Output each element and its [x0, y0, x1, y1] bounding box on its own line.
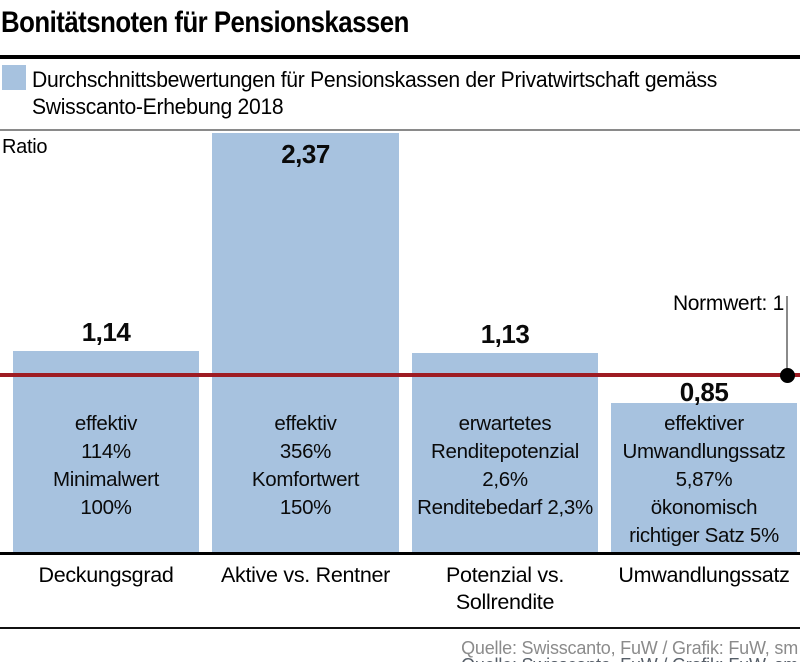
bar-potenzial-vs-sollrendite: [412, 353, 598, 552]
bar-annotation-line: 100%: [80, 496, 132, 519]
bar-aktive-vs-rentner: [212, 133, 399, 552]
bar-annotation-line: effektiv: [74, 412, 138, 435]
bar-annotation-umwandlungssatz: effektiver Umwandlungssatz 5,87% ökonomi…: [611, 410, 797, 550]
bar-annotation-line: ökonomisch: [650, 496, 758, 519]
x-label-line: Deckungsgrad: [38, 563, 174, 587]
source-credit: Quelle: Swisscanto, FuW / Grafik: FuW, s…: [461, 638, 798, 658]
value-label-potenzial-vs-sollrendite: 1,13: [480, 319, 530, 349]
legend-swatch: [2, 65, 26, 90]
x-label-deckungsgrad: Deckungsgrad: [13, 562, 199, 589]
bar-annotation-line: effektiv: [274, 412, 337, 435]
bar-annotation-line: Minimalwert: [52, 468, 160, 491]
bar-annotation-line: 5,87%: [675, 468, 733, 491]
bar-annotation-line: effektiver: [664, 412, 744, 435]
norm-annotation-label: Normwert: 1: [672, 292, 784, 315]
bar-annotation-line: 356%: [279, 440, 332, 463]
norm-reference-line: [0, 373, 800, 377]
x-label-potenzial-vs-sollrendite: Potenzial vs. Sollrendite: [412, 562, 598, 616]
x-label-line: Potenzial vs.: [446, 563, 564, 587]
x-axis-line: [0, 552, 800, 555]
bar-annotation-line: erwartetes: [458, 412, 552, 435]
bar-annotation-line: 150%: [279, 496, 332, 519]
x-label-umwandlungssatz: Umwandlungssatz: [611, 562, 797, 589]
bar-annotation-potenzial-vs-sollrendite: erwartetes Renditepotenzial 2,6% Rendite…: [412, 410, 598, 522]
bar-umwandlungssatz: [611, 403, 797, 552]
value-label-umwandlungssatz: 0,85: [679, 377, 729, 407]
value-label-aktive-vs-rentner: 2,37: [281, 139, 330, 169]
page-title: Bonitätsnoten für Pensionskassen: [1, 6, 409, 39]
bar-deckungsgrad: [13, 351, 199, 552]
bar-annotation-line: Renditepotenzial: [431, 440, 579, 463]
norm-annotation-dot: [780, 368, 795, 383]
source-credit-clipped-line: Quelle: Swisscanto, FuW / Grafik: FuW, s…: [461, 657, 798, 662]
legend-label-line1: Durchschnittsbewertungen für Pensionskas…: [32, 67, 718, 92]
legend-label: Durchschnittsbewertungen für Pensionskas…: [32, 66, 717, 120]
x-label-line: Sollrendite: [455, 590, 555, 614]
bar-annotation-line: Umwandlungssatz: [622, 440, 786, 463]
value-label-deckungsgrad: 1,14: [81, 317, 131, 347]
bar-annotation-deckungsgrad: effektiv 114% Minimalwert 100%: [13, 410, 199, 522]
footer-rule: [0, 627, 800, 629]
bar-annotation-line: Renditebedarf 2,3%: [417, 496, 593, 519]
bar-annotation-line: 2,6%: [482, 468, 528, 491]
source-credit-clipped-text: Quelle: Swisscanto, FuW / Grafik: FuW, s…: [461, 657, 798, 662]
x-label-aktive-vs-rentner: Aktive vs. Rentner: [212, 562, 399, 589]
title-rule: [0, 55, 800, 59]
plot-top-rule: [0, 129, 800, 131]
bar-annotation-aktive-vs-rentner: effektiv 356% Komfortwert 150%: [212, 410, 399, 522]
legend-label-line2: Swisscanto-Erhebung 2018: [32, 94, 284, 119]
bar-annotation-line: richtiger Satz 5%: [629, 524, 779, 547]
bar-annotation-line: 114%: [81, 440, 131, 463]
y-axis-label: Ratio: [2, 136, 48, 158]
bar-annotation-line: Komfortwert: [251, 468, 360, 491]
x-label-line: Aktive vs. Rentner: [220, 563, 391, 587]
norm-annotation-connector-line: [786, 296, 788, 374]
x-label-line: Umwandlungssatz: [618, 563, 790, 587]
